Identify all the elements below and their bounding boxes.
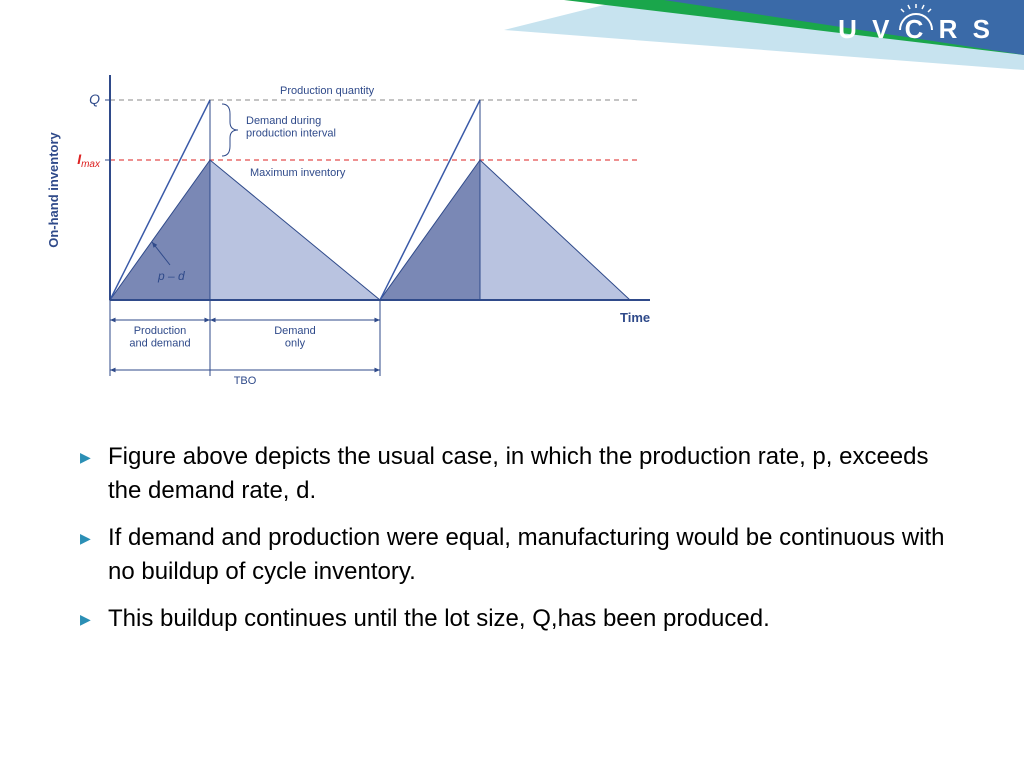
bullet-item: This buildup continues until the lot siz… [80,602,964,636]
bullet-text: Figure above depicts the usual case, in … [108,443,929,504]
bullet-item: Figure above depicts the usual case, in … [80,440,964,507]
svg-text:Imax: Imax [77,151,101,170]
svg-text:Demand duringproduction interv: Demand duringproduction interval [246,115,336,140]
svg-text:p – d: p – d [157,269,185,283]
bullet-list: Figure above depicts the usual case, in … [80,440,964,650]
svg-text:TBO: TBO [234,375,257,387]
svg-text:On-hand inventory: On-hand inventory [46,131,61,247]
svg-text:Time: Time [620,310,650,325]
inventory-diagram: Q Imax On-hand inventory Time Production qua… [40,70,660,410]
logo-text-right: R S [927,14,994,44]
logo-sun-icon [896,4,936,44]
svg-text:Q: Q [89,91,100,107]
svg-text:Demandonly: Demandonly [274,325,316,350]
bullet-text: If demand and production were equal, man… [108,524,945,585]
bullet-item: If demand and production were equal, man… [80,521,964,588]
logo: U V C R S [838,14,994,45]
svg-text:Maximum inventory: Maximum inventory [250,167,346,179]
svg-text:Productionand demand: Productionand demand [129,325,190,350]
bullet-text: This buildup continues until the lot siz… [108,605,770,632]
logo-text-left: U V [838,14,905,44]
svg-text:Production quantity: Production quantity [280,85,375,97]
